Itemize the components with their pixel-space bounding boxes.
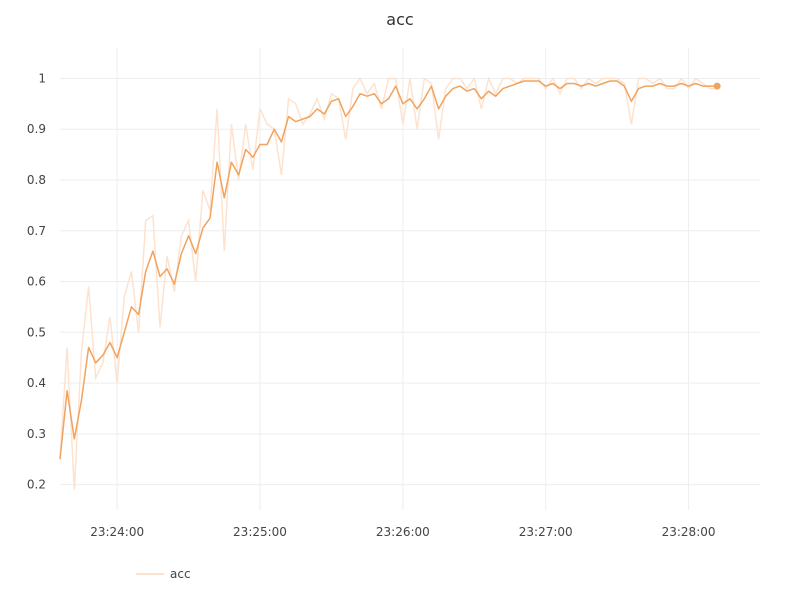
y-tick-label: 0.6 xyxy=(27,275,46,289)
chart-title: acc xyxy=(386,10,413,29)
y-tick-label: 0.9 xyxy=(27,122,46,136)
x-tick-label: 23:26:00 xyxy=(376,525,430,539)
y-tick-label: 0.3 xyxy=(27,427,46,441)
series-layer xyxy=(59,76,721,490)
y-tick-label: 0.4 xyxy=(27,376,46,390)
grid-layer xyxy=(60,48,760,510)
y-tick-label: 0.5 xyxy=(27,325,46,339)
legend[interactable]: acc xyxy=(136,567,191,581)
last-point-marker xyxy=(713,82,721,90)
x-tick-label: 23:27:00 xyxy=(519,525,573,539)
y-tick-label: 0.7 xyxy=(27,224,46,238)
x-tick-label: 23:25:00 xyxy=(233,525,287,539)
x-tick-label: 23:24:00 xyxy=(90,525,144,539)
y-tick-label: 1 xyxy=(38,71,46,85)
axis-layer: 0.2 0.3 0.4 0.5 0.6 0.7 0.8 0.9 1 23:24:00 23:25:0… xyxy=(27,71,716,539)
x-tick-label: 23:28:00 xyxy=(662,525,716,539)
y-tick-label: 0.8 xyxy=(27,173,46,187)
series-line-smoothed xyxy=(59,80,718,460)
series-line-raw xyxy=(59,76,718,490)
y-tick-label: 0.2 xyxy=(27,478,46,492)
legend-label: acc xyxy=(170,567,191,581)
